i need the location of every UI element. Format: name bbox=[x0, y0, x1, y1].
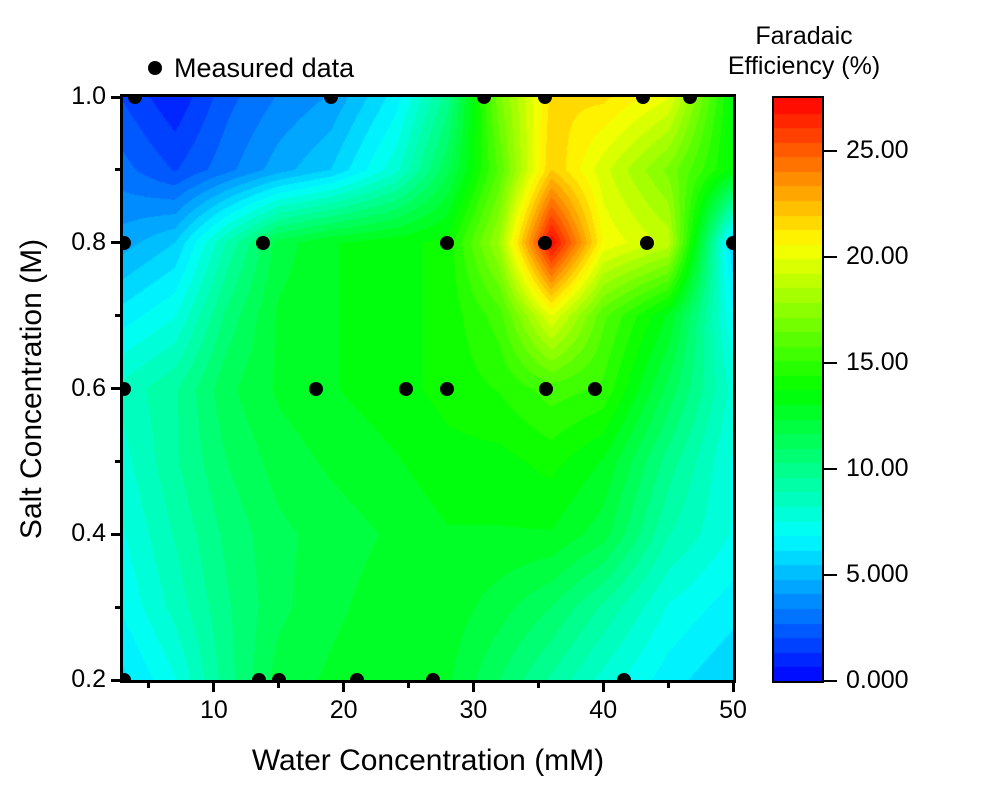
y-axis-label: Salt Concentration (M) bbox=[15, 238, 48, 540]
legend-label: Measured data bbox=[174, 53, 355, 83]
colorbar-tick-label: 15.00 bbox=[846, 348, 909, 376]
x-minor-tick bbox=[536, 683, 540, 688]
y-tick-label: 0.8 bbox=[71, 227, 106, 256]
x-minor-tick bbox=[407, 683, 411, 688]
x-minor-tick bbox=[277, 683, 281, 688]
colorbar-tick bbox=[824, 256, 837, 258]
y-major-tick bbox=[111, 387, 120, 390]
x-major-tick bbox=[471, 683, 475, 692]
colorbar-tick-label: 5.000 bbox=[846, 560, 909, 588]
colorbar-tick-label: 10.00 bbox=[846, 454, 909, 482]
y-major-tick bbox=[111, 95, 120, 99]
contour-canvas bbox=[123, 97, 733, 680]
colorbar-tick-label: 25.00 bbox=[846, 136, 909, 164]
colorbar-tick bbox=[824, 150, 837, 152]
y-minor-tick bbox=[115, 605, 120, 609]
colorbar-tick bbox=[824, 574, 837, 576]
y-major-tick bbox=[111, 678, 120, 682]
colorbar-tick bbox=[824, 362, 837, 364]
x-tick-label: 40 bbox=[589, 696, 618, 724]
colorbar-tick-label: 0.000 bbox=[846, 666, 909, 694]
y-minor-tick bbox=[115, 459, 120, 463]
x-major-tick bbox=[212, 683, 216, 692]
x-tick-label: 10 bbox=[199, 696, 228, 724]
y-major-tick bbox=[111, 532, 120, 536]
y-tick-label: 0.4 bbox=[71, 519, 106, 548]
x-major-tick bbox=[342, 683, 346, 692]
x-major-tick bbox=[601, 683, 605, 692]
y-tick-label: 0.2 bbox=[71, 665, 106, 693]
x-tick-label: 20 bbox=[329, 696, 358, 724]
legend-marker-dot bbox=[148, 61, 162, 75]
x-tick-label: 30 bbox=[459, 696, 488, 724]
y-tick-label: 0.6 bbox=[71, 373, 106, 402]
colorbar-tick bbox=[824, 680, 837, 682]
x-minor-tick bbox=[666, 683, 670, 688]
colorbar-tick-label: 20.00 bbox=[846, 242, 909, 270]
x-axis-label: Water Concentration (mM) bbox=[251, 744, 605, 777]
y-minor-tick bbox=[115, 168, 120, 172]
y-tick-label: 1.0 bbox=[71, 82, 106, 110]
colorbar-tick bbox=[824, 468, 837, 470]
colorbar-title-line2: Efficiency (%) bbox=[727, 52, 881, 80]
x-tick-label: 50 bbox=[719, 696, 747, 724]
x-major-tick bbox=[731, 683, 735, 692]
colorbar-canvas bbox=[774, 98, 822, 681]
colorbar-title-line1: Faradaic bbox=[755, 22, 853, 50]
x-minor-tick bbox=[147, 683, 151, 688]
y-major-tick bbox=[111, 241, 120, 245]
y-minor-tick bbox=[115, 314, 120, 318]
